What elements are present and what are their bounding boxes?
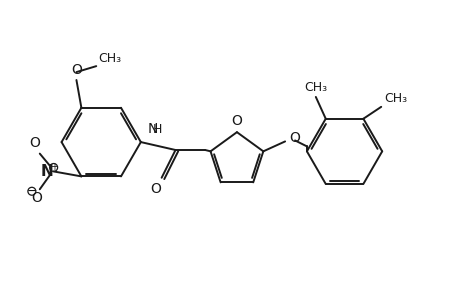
Text: O: O [29,136,40,150]
Text: +: + [50,163,57,172]
Text: O: O [71,63,82,77]
Text: O: O [150,182,161,196]
Text: CH₃: CH₃ [303,81,327,94]
Text: N: N [40,164,53,179]
Text: O: O [31,191,42,205]
Text: O: O [231,114,242,128]
Text: H: H [153,123,162,136]
Text: N: N [147,122,157,136]
Text: O: O [288,131,299,146]
Text: −: − [27,185,37,198]
Text: CH₃: CH₃ [98,52,121,65]
Text: CH₃: CH₃ [383,92,406,105]
